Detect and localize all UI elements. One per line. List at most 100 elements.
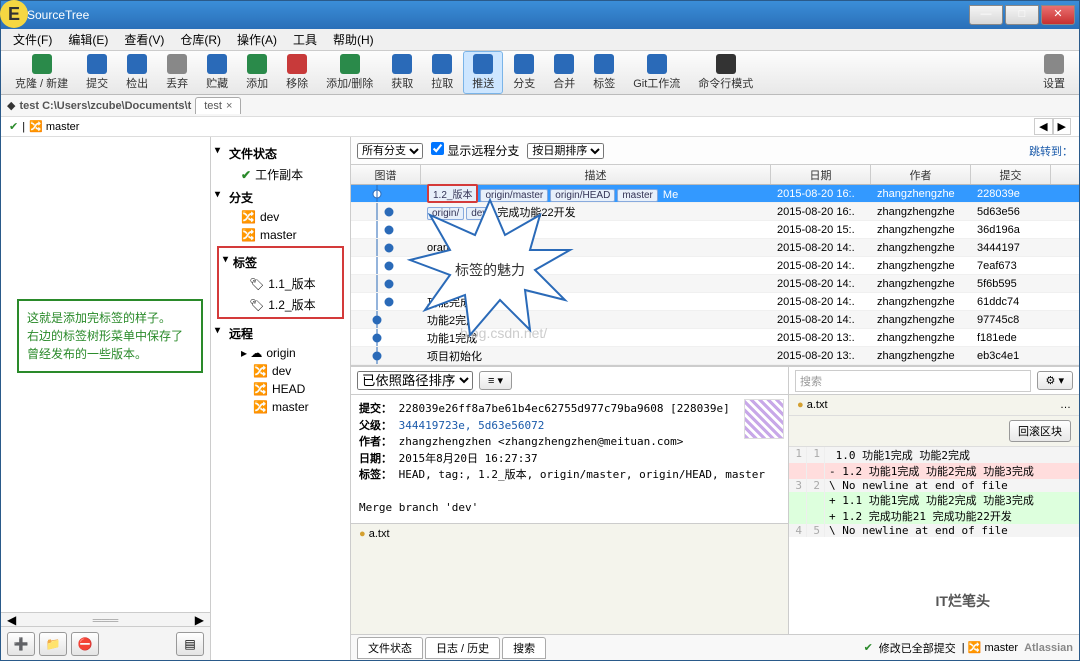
folder-button[interactable]: 📁 [39,632,67,656]
maximize-button[interactable]: □ [1005,5,1039,25]
menu-item[interactable]: 帮助(H) [325,29,382,50]
settings-button[interactable]: 设置 [1035,52,1073,93]
rollback-button[interactable]: 回滚区块 [1009,420,1071,442]
gear-button[interactable]: ⚙ ▾ [1037,371,1073,390]
add-repo-button[interactable]: ➕ [7,632,35,656]
toolbar-移除[interactable]: 移除 [278,52,316,93]
search-input[interactable]: 搜索 [795,370,1031,392]
section-tags[interactable]: 标签 [219,250,342,273]
column-header[interactable]: 日期 [771,165,871,184]
toolbar-icon [473,54,493,74]
sidebar-working-copy[interactable]: ✔工作副本 [211,164,350,185]
sidebar: 文件状态 ✔工作副本 分支 🔀 dev 🔀 master 标签 🏷 1.1_版本… [211,137,351,660]
author-avatar [744,399,784,439]
menu-item[interactable]: 编辑(E) [60,29,116,50]
toolbar-分支[interactable]: 分支 [505,52,543,93]
menu-item[interactable]: 查看(V) [116,29,172,50]
toolbar-添加[interactable]: 添加 [238,52,276,93]
section-remotes[interactable]: 远程 [211,321,350,344]
toolbar-克隆 / 新建[interactable]: 克隆 / 新建 [7,52,76,93]
repo-tab[interactable]: test × [195,97,241,114]
sidebar-branch-dev[interactable]: 🔀 dev [211,208,350,226]
toolbar-获取[interactable]: 获取 [383,52,421,93]
column-header[interactable]: 图谱 [351,165,421,184]
commit-row[interactable]: 1.2_版本origin/masterorigin/HEADmaster Me2… [351,185,1079,203]
toolbar-icon [594,54,614,74]
tab-close-icon[interactable]: × [226,100,232,112]
sidebar-branch-master[interactable]: 🔀 master [211,226,350,244]
path-sort-select[interactable]: 已依照路径排序 [357,371,473,390]
menu-item[interactable]: 操作(A) [229,29,285,50]
toolbar-命令行模式[interactable]: 命令行模式 [690,52,761,93]
detail-panel: 已依照路径排序 ≡ ▾ 提交： 228039e26ff8a7be61b4ec62… [351,366,1079,634]
sidebar-tag-2[interactable]: 🏷 1.2_版本 [219,294,342,315]
commit-row[interactable]: 功能1完成2015-08-20 13:.zhangzhengzhef181ede [351,329,1079,347]
toolbar-检出[interactable]: 检出 [118,52,156,93]
toolbar-标签[interactable]: 标签 [585,52,623,93]
repo-path: test C:\Users\zcube\Documents\t [19,100,191,112]
toolbar-Git工作流[interactable]: Git工作流 [625,52,688,93]
toolbar-icon [432,54,452,74]
show-remote-checkbox[interactable]: 显示远程分支 [431,142,519,159]
file-item[interactable]: a.txt [369,528,390,540]
section-branches[interactable]: 分支 [211,185,350,208]
toolbar-拉取[interactable]: 拉取 [423,52,461,93]
sort-select[interactable]: 按日期排序 [527,143,604,159]
toolbar-icon [554,54,574,74]
commit-row[interactable]: 2015-08-20 14:.zhangzhengzhe7eaf673 [351,257,1079,275]
tab-search[interactable]: 搜索 [502,637,546,659]
tab-log[interactable]: 日志 / 历史 [425,637,500,659]
toolbar-添加/删除[interactable]: 添加/删除 [318,52,381,93]
file-modified-icon: ● [359,528,366,540]
pathbar: ◆ test C:\Users\zcube\Documents\t test × [1,95,1079,117]
tags-highlight-box: 标签 🏷 1.1_版本 🏷 1.2_版本 [217,246,344,319]
toolbar-提交[interactable]: 提交 [78,52,116,93]
list-view-button[interactable]: ≡ ▾ [479,371,512,390]
commit-row[interactable]: 2015-08-20 15:.zhangzhengzhe36d196a [351,221,1079,239]
titlebar: SourceTree — □ ✕ [1,1,1079,29]
toolbar-丢弃[interactable]: 丢弃 [158,52,196,93]
toolbar-贮藏[interactable]: 贮藏 [198,52,236,93]
commit-row[interactable]: oranch 'dev'2015-08-20 14:.zhangzhengzhe… [351,239,1079,257]
filter-bar: 所有分支 显示远程分支 按日期排序 跳转到： [351,137,1079,165]
current-branch: 🔀 master [29,120,79,133]
commit-info: 提交： 228039e26ff8a7be61b4ec62755d977c79ba… [351,395,788,523]
toolbar-icon [207,54,227,74]
check-icon: ✔ [9,120,18,133]
tab-file-status[interactable]: 文件状态 [357,637,423,659]
status-text: 修改已全部提交 [879,640,956,656]
remove-button[interactable]: ⛔ [71,632,99,656]
toolbar-推送[interactable]: 推送 [463,51,503,94]
nav-fwd[interactable]: ▶ [1053,118,1071,135]
gear-icon [1044,54,1064,74]
commit-row[interactable]: origin/dev 完成功能22开发2015-08-20 16:.zhangz… [351,203,1079,221]
sidebar-remote-dev[interactable]: 🔀 dev [211,362,350,380]
commit-row[interactable]: 项目初始化2015-08-20 13:.zhangzhengzheeb3c4e1 [351,347,1079,365]
menu-item[interactable]: 仓库(R) [172,29,229,50]
section-file-status[interactable]: 文件状态 [211,141,350,164]
column-header[interactable]: 描述 [421,165,771,184]
commit-row[interactable]: 功能完成2015-08-20 14:.zhangzhengzhe61ddc74 [351,293,1079,311]
jump-to[interactable]: 跳转到： [1029,143,1073,159]
sidebar-remote-origin[interactable]: ▸ ☁ origin [211,344,350,362]
minimize-button[interactable]: — [969,5,1003,25]
check-icon: ✔ [864,641,873,654]
toolbar-icon [340,54,360,74]
sidebar-remote-master[interactable]: 🔀 master [211,398,350,416]
column-header[interactable]: 作者 [871,165,971,184]
close-button[interactable]: ✕ [1041,5,1075,25]
column-header[interactable]: 提交 [971,165,1051,184]
toolbar-icon [514,54,534,74]
commit-row[interactable]: 功能2完成2015-08-20 14:.zhangzhengzhe97745c8 [351,311,1079,329]
commit-row[interactable]: 2015-08-20 14:.zhangzhengzhe5f6b595 [351,275,1079,293]
terminal-button[interactable]: ▤ [176,632,204,656]
menu-item[interactable]: 文件(F) [5,29,60,50]
sidebar-tag-1[interactable]: 🏷 1.1_版本 [219,273,342,294]
toolbar-合并[interactable]: 合并 [545,52,583,93]
branch-filter[interactable]: 所有分支 [357,143,423,159]
sidebar-remote-head[interactable]: 🔀 HEAD [211,380,350,398]
check-icon: ✔ [241,168,251,182]
toolbar-icon [87,54,107,74]
menu-item[interactable]: 工具 [285,29,325,50]
nav-back[interactable]: ◀ [1034,118,1052,135]
